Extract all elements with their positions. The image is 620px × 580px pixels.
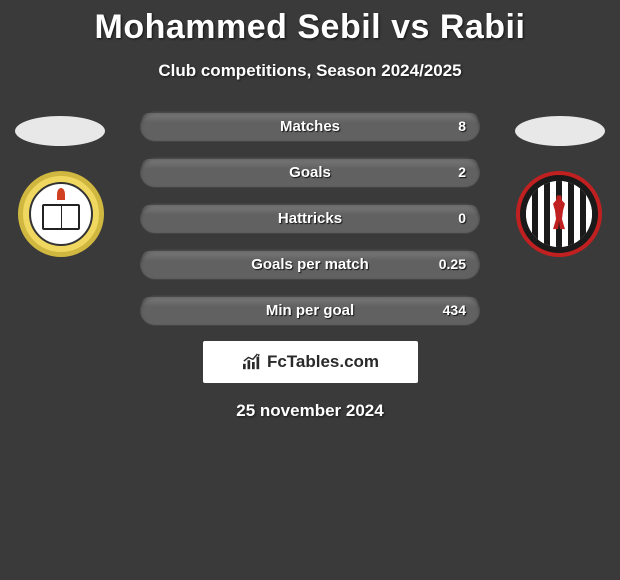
club-badge-left: [18, 171, 104, 257]
stat-value-right: 2: [458, 164, 466, 180]
player-photo-left: [15, 116, 105, 146]
stat-value-right: 0: [458, 210, 466, 226]
stat-row: Hattricks 0: [140, 203, 480, 233]
stat-label: Min per goal: [266, 302, 354, 319]
subtitle: Club competitions, Season 2024/2025: [0, 61, 620, 81]
date-label: 25 november 2024: [0, 401, 620, 421]
stat-value-right: 434: [443, 302, 466, 318]
stat-bars: Matches 8 Goals 2 Hattricks 0 Goals per match 0…: [140, 111, 480, 325]
stat-label: Hattricks: [278, 210, 342, 227]
stat-label: Goals per match: [251, 256, 369, 273]
player-photo-right: [515, 116, 605, 146]
page-title: Mohammed Sebil vs Rabii: [0, 0, 620, 47]
comparison-panel: Matches 8 Goals 2 Hattricks 0 Goals per match 0…: [0, 111, 620, 421]
stat-value-right: 0.25: [439, 256, 466, 272]
stat-label: Goals: [289, 164, 331, 181]
stat-row: Goals 2: [140, 157, 480, 187]
stat-value-right: 8: [458, 118, 466, 134]
stat-row: Matches 8: [140, 111, 480, 141]
stat-label: Matches: [280, 118, 340, 135]
stat-row: Goals per match 0.25: [140, 249, 480, 279]
chart-icon: [241, 353, 263, 371]
attribution-text: FcTables.com: [267, 352, 379, 372]
attribution-badge: FcTables.com: [203, 341, 418, 383]
stat-row: Min per goal 434: [140, 295, 480, 325]
club-badge-right: [516, 171, 602, 257]
